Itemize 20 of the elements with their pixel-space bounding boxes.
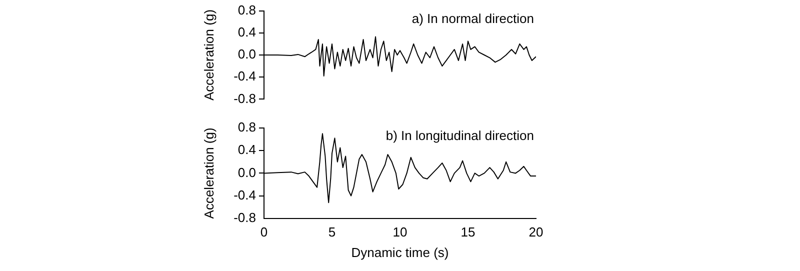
x-tick-label: 5 — [328, 224, 336, 240]
y-tick-label: 0.4 — [238, 142, 256, 158]
y-tick-label: 0.0 — [238, 164, 256, 180]
y-axis-title: Acceleration (g) — [201, 128, 216, 219]
x-tick-label: 20 — [528, 224, 544, 240]
y-tick-label: 0.0 — [238, 46, 256, 62]
y-tick-label: 0.8 — [238, 120, 256, 135]
x-tick-label: 10 — [392, 224, 408, 240]
y-tick-label: -0.8 — [234, 90, 256, 106]
x-tick-label: 15 — [460, 224, 476, 240]
y-tick-label: 0.4 — [238, 24, 256, 40]
y-tick-label: 0.8 — [238, 2, 256, 18]
x-tick-label: 0 — [260, 224, 268, 240]
x-axis-title: Dynamic time (s) — [351, 244, 449, 260]
y-tick-label: -0.4 — [234, 68, 256, 84]
y-tick-label: -0.4 — [234, 187, 256, 202]
annotation: b) In longitudinal direction — [386, 128, 534, 144]
annotation: a) In normal direction — [412, 10, 534, 26]
y-axis-title: Acceleration (g) — [201, 9, 216, 101]
y-tick-label: -0.8 — [234, 210, 256, 225]
